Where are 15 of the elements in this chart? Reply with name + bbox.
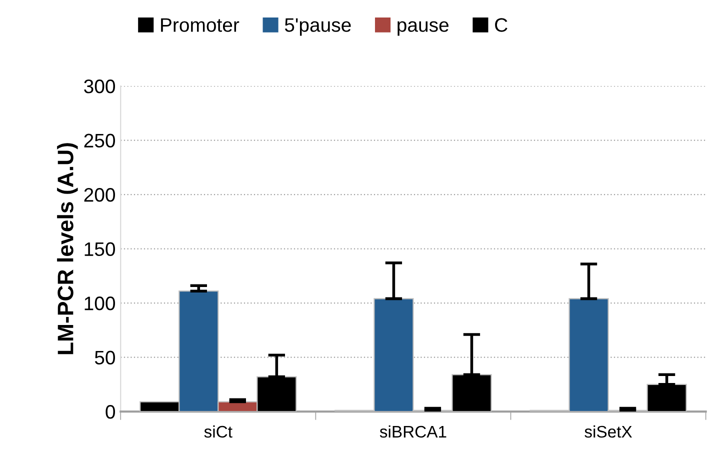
y-tick-label: 50 [94, 350, 116, 365]
y-tick-label: 200 [84, 188, 116, 202]
y-tick-label: 150 [84, 242, 116, 256]
x-tick-label: siBRCA1 [380, 425, 446, 438]
legend-label: pause [398, 21, 448, 36]
y-tick-label: 300 [84, 79, 116, 94]
y-axis-title: LM-PCR levels (A.U) [57, 143, 78, 354]
x-tick-label: siCt [204, 425, 232, 438]
legend-label: 5'pause [284, 18, 351, 36]
x-tick-label: siSetX [584, 425, 632, 438]
legend-label: Promoter [161, 18, 240, 32]
y-tick-label: 250 [84, 134, 116, 148]
y-tick-label: 0 [106, 404, 116, 419]
legend-label: C [495, 18, 508, 32]
y-tick-label: 100 [84, 296, 116, 310]
